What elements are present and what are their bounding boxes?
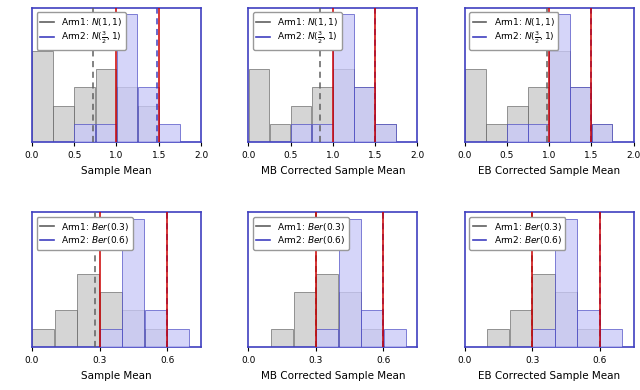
Legend: Arm1: $Ber(0.3)$, Arm2: $Ber(0.6)$: Arm1: $Ber(0.3)$, Arm2: $Ber(0.6)$ <box>253 217 349 250</box>
Bar <box>577 329 600 347</box>
Legend: Arm1: $N(1, 1)$, Arm2: $N(\frac{3}{2}, 1)$: Arm1: $N(1, 1)$, Arm2: $N(\frac{3}{2}, 1… <box>253 12 342 50</box>
Bar <box>159 124 180 142</box>
Bar <box>333 69 354 142</box>
Bar <box>32 51 53 142</box>
Bar <box>532 274 554 347</box>
Bar <box>95 69 116 142</box>
Bar <box>316 329 338 347</box>
Bar <box>100 292 122 347</box>
X-axis label: EB Corrected Sample Mean: EB Corrected Sample Mean <box>478 166 620 176</box>
Bar <box>138 106 159 142</box>
Bar <box>549 14 570 142</box>
Bar <box>375 124 396 142</box>
Bar <box>486 124 507 142</box>
Bar <box>591 124 612 142</box>
Bar <box>465 69 486 142</box>
Bar <box>100 329 122 347</box>
Bar <box>339 219 361 347</box>
Bar <box>122 219 145 347</box>
Bar <box>271 329 293 347</box>
X-axis label: EB Corrected Sample Mean: EB Corrected Sample Mean <box>478 370 620 381</box>
Bar <box>510 310 532 347</box>
Bar <box>145 310 167 347</box>
Bar <box>312 87 333 142</box>
Bar <box>77 274 99 347</box>
Bar <box>354 87 375 142</box>
X-axis label: Sample Mean: Sample Mean <box>81 166 152 176</box>
Bar <box>384 329 406 347</box>
X-axis label: MB Corrected Sample Mean: MB Corrected Sample Mean <box>260 166 405 176</box>
Bar <box>32 329 54 347</box>
Bar <box>532 329 554 347</box>
X-axis label: MB Corrected Sample Mean: MB Corrected Sample Mean <box>260 370 405 381</box>
Bar <box>488 329 509 347</box>
Bar <box>74 87 95 142</box>
Bar <box>549 51 570 142</box>
Bar <box>145 329 167 347</box>
Bar <box>507 106 528 142</box>
Bar <box>361 310 383 347</box>
Bar <box>600 329 622 347</box>
Bar <box>248 69 269 142</box>
Bar <box>591 124 612 142</box>
Legend: Arm1: $Ber(0.3)$, Arm2: $Ber(0.6)$: Arm1: $Ber(0.3)$, Arm2: $Ber(0.6)$ <box>469 217 565 250</box>
Legend: Arm1: $N(1, 1)$, Arm2: $N(\frac{3}{2}, 1)$: Arm1: $N(1, 1)$, Arm2: $N(\frac{3}{2}, 1… <box>36 12 126 50</box>
Bar <box>333 14 354 142</box>
Bar <box>291 106 312 142</box>
Bar <box>339 292 361 347</box>
Bar <box>269 124 291 142</box>
Bar <box>507 124 528 142</box>
Legend: Arm1: $Ber(0.3)$, Arm2: $Ber(0.6)$: Arm1: $Ber(0.3)$, Arm2: $Ber(0.6)$ <box>36 217 132 250</box>
Bar <box>375 124 396 142</box>
Bar <box>55 310 77 347</box>
Bar <box>116 87 138 142</box>
Bar <box>528 124 549 142</box>
Bar <box>555 219 577 347</box>
Bar <box>294 292 316 347</box>
Bar <box>74 124 95 142</box>
Bar <box>138 87 159 142</box>
Bar <box>354 87 375 142</box>
Bar <box>122 310 145 347</box>
Bar <box>570 87 591 142</box>
Bar <box>528 87 549 142</box>
Bar <box>555 292 577 347</box>
Bar <box>291 124 312 142</box>
Bar <box>361 329 383 347</box>
X-axis label: Sample Mean: Sample Mean <box>81 370 152 381</box>
Bar <box>116 14 138 142</box>
Bar <box>316 274 338 347</box>
Legend: Arm1: $N(1, 1)$, Arm2: $N(\frac{3}{2}, 1)$: Arm1: $N(1, 1)$, Arm2: $N(\frac{3}{2}, 1… <box>469 12 558 50</box>
Bar <box>95 124 116 142</box>
Bar <box>570 87 591 142</box>
Bar <box>168 329 189 347</box>
Bar <box>577 310 600 347</box>
Bar <box>53 106 74 142</box>
Bar <box>312 124 333 142</box>
